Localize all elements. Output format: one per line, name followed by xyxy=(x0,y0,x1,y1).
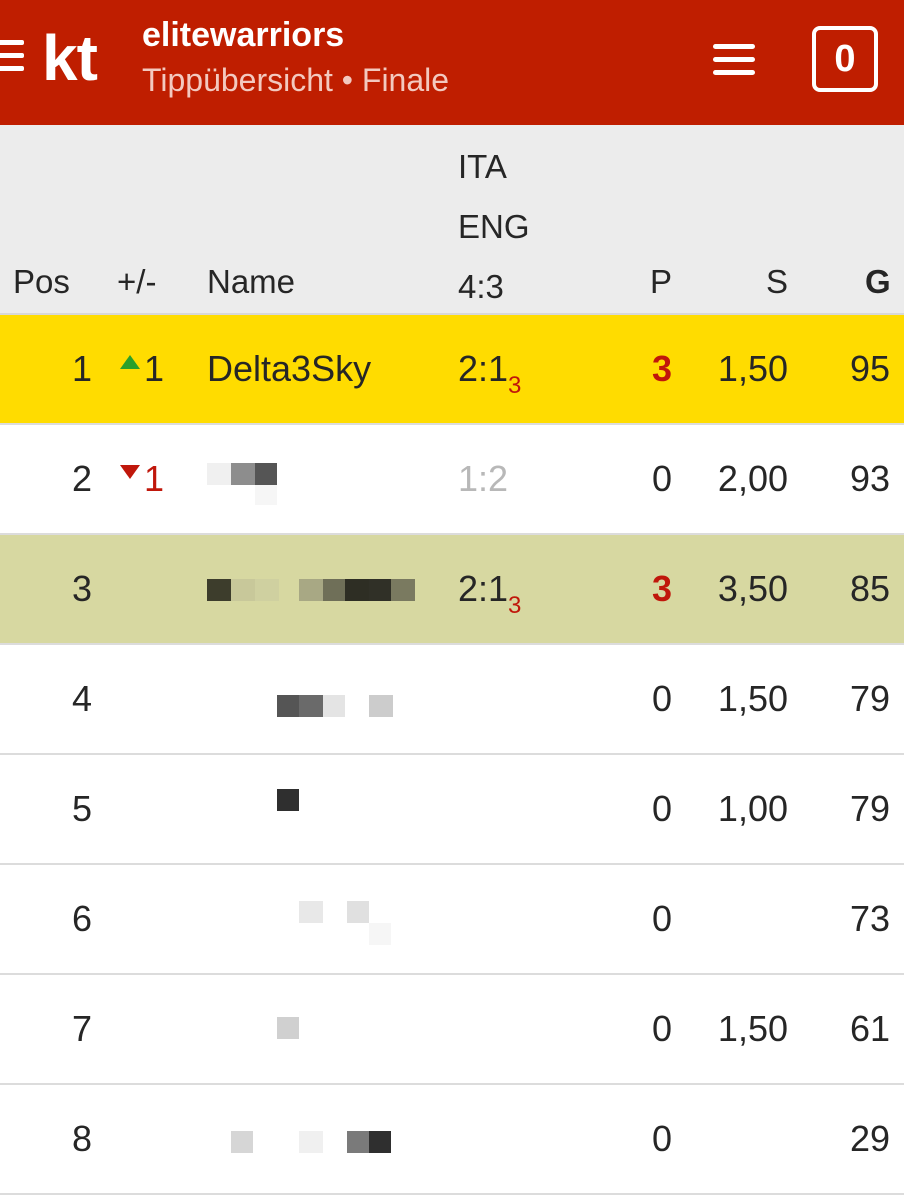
match-result: 4:3 xyxy=(458,268,504,305)
pixelated-name-image xyxy=(207,865,447,973)
row-name-pixelated[interactable] xyxy=(207,865,447,973)
row-s xyxy=(680,1085,788,1193)
pixelated-name-image xyxy=(207,755,447,863)
side-menu-icon[interactable] xyxy=(0,40,24,76)
row-name-pixelated[interactable] xyxy=(207,645,447,753)
pixelated-name-image xyxy=(207,1085,447,1193)
table-row[interactable]: 7 0 1,50 61 xyxy=(0,975,904,1085)
row-pos: 4 xyxy=(71,678,92,719)
kicktipp-logo[interactable]: kt xyxy=(42,22,98,94)
arrow-up-icon xyxy=(120,355,140,369)
row-name-pixelated[interactable] xyxy=(207,975,447,1083)
row-g: 61 xyxy=(849,1008,890,1049)
match-column-header[interactable]: ITA ENG 4:3 xyxy=(458,137,530,317)
match-away-team: ENG xyxy=(458,208,530,245)
row-g: 95 xyxy=(849,348,890,389)
pixelated-name-image xyxy=(207,975,447,1083)
row-s: 1,50 xyxy=(717,678,788,719)
row-tip xyxy=(458,1085,578,1193)
col-name-header[interactable]: Name xyxy=(207,263,296,300)
row-pos: 6 xyxy=(71,898,92,939)
row-pos: 5 xyxy=(71,788,92,829)
row-g: 29 xyxy=(849,1118,890,1159)
pixelated-name-image xyxy=(207,645,447,753)
col-change-header: +/- xyxy=(117,263,157,300)
row-pos: 2 xyxy=(71,458,92,499)
row-points: 3 xyxy=(651,348,672,389)
table-row[interactable]: 1 1 Delta3Sky 2:13 3 1,50 95 xyxy=(0,315,904,425)
row-g: 79 xyxy=(849,678,890,719)
row-s: 1,00 xyxy=(717,788,788,829)
row-points: 3 xyxy=(651,568,672,609)
col-points-header[interactable]: P xyxy=(650,263,673,300)
col-pos-header[interactable]: Pos xyxy=(13,263,70,300)
pixelated-name-image xyxy=(207,535,447,643)
row-change xyxy=(120,865,180,973)
page-subtitle: Tippübersicht • Finale xyxy=(142,62,450,98)
row-g: 79 xyxy=(849,788,890,829)
row-name-pixelated[interactable] xyxy=(207,425,447,533)
row-pos: 3 xyxy=(71,568,92,609)
app-header: kt elitewarriors Tippübersicht • Finale … xyxy=(0,0,904,125)
pixelated-name-image xyxy=(207,425,447,533)
row-name-pixelated[interactable] xyxy=(207,535,447,643)
row-tip: 2:13 xyxy=(458,568,522,619)
row-change xyxy=(120,975,180,1083)
row-points: 0 xyxy=(651,678,672,719)
table-row[interactable]: 3 2:13 3 3,50 85 xyxy=(0,535,904,645)
row-change xyxy=(120,645,180,753)
row-change: 1 xyxy=(120,425,180,533)
arrow-down-icon xyxy=(120,465,140,479)
table-row[interactable]: 5 0 1,00 79 xyxy=(0,755,904,865)
row-tip xyxy=(458,755,578,863)
hamburger-menu-icon[interactable] xyxy=(713,44,755,76)
row-s: 2,00 xyxy=(717,458,788,499)
table-row[interactable]: 2 1 1:2 0 2,00 93 xyxy=(0,425,904,535)
match-home-team: ITA xyxy=(458,148,507,185)
row-change: 1 xyxy=(120,315,180,423)
row-s: 3,50 xyxy=(717,568,788,609)
row-s xyxy=(680,865,788,973)
row-pos: 8 xyxy=(71,1118,92,1159)
row-change xyxy=(120,535,180,643)
col-s-header[interactable]: S xyxy=(766,263,789,300)
row-change xyxy=(120,755,180,863)
row-name-pixelated[interactable] xyxy=(207,1085,447,1193)
row-points: 0 xyxy=(651,458,672,499)
row-tip xyxy=(458,865,578,973)
table-row[interactable]: 4 0 1,50 79 xyxy=(0,645,904,755)
row-g: 73 xyxy=(849,898,890,939)
row-pos: 7 xyxy=(71,1008,92,1049)
row-tip: 2:13 xyxy=(458,348,522,399)
row-s: 1,50 xyxy=(717,348,788,389)
row-name-pixelated[interactable] xyxy=(207,755,447,863)
table-row[interactable]: 8 0 29 xyxy=(0,1085,904,1195)
row-change xyxy=(120,1085,180,1193)
row-points: 0 xyxy=(651,898,672,939)
row-tip: 1:2 xyxy=(458,458,509,499)
row-points: 0 xyxy=(651,1118,672,1159)
row-tip xyxy=(458,645,578,753)
col-g-header[interactable]: G xyxy=(865,263,891,300)
row-pos: 1 xyxy=(71,348,92,389)
row-points: 0 xyxy=(651,1008,672,1049)
row-g: 85 xyxy=(849,568,890,609)
group-title: elitewarriors xyxy=(142,16,345,54)
row-s: 1,50 xyxy=(717,1008,788,1049)
row-points: 0 xyxy=(651,788,672,829)
notification-counter-button[interactable]: 0 xyxy=(812,26,878,92)
row-g: 93 xyxy=(849,458,890,499)
row-tip xyxy=(458,975,578,1083)
table-row[interactable]: 6 0 73 xyxy=(0,865,904,975)
table-header: Pos +/- Name ITA ENG 4:3 P S G xyxy=(0,125,904,315)
row-name[interactable]: Delta3Sky xyxy=(207,348,372,389)
